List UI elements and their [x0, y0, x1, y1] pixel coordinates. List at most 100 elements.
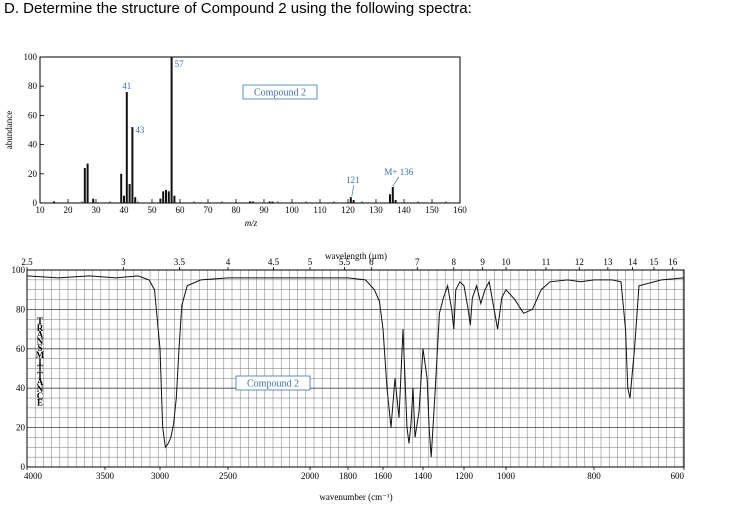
ms-plot-frame [39, 56, 461, 204]
ms-x-tick-label: 50 [148, 205, 158, 215]
ir-top-tick-label: 11 [542, 257, 551, 267]
ir-top-tick-label: 16 [668, 257, 678, 267]
ir-x-tick-label: 1000 [497, 471, 516, 481]
ms-x-tick-label: 140 [397, 205, 411, 215]
ir-x-tick-label: 2000 [301, 471, 320, 481]
ir-y-tick-label: 100 [12, 265, 26, 275]
ms-bar-15 [53, 201, 55, 203]
ms-bar-42 [128, 184, 131, 203]
ir-y-tick-label: 60 [16, 344, 26, 354]
ir-top-tick-label: 5.5 [339, 257, 351, 267]
ms-y-tick-label: 60 [28, 110, 38, 120]
ir-y-axis-title-letter: M [36, 350, 45, 360]
ir-top-tick-label: 2.5 [21, 257, 33, 267]
ms-x-tick-label: 20 [64, 205, 74, 215]
ms-bar-54 [162, 191, 165, 203]
ir-x-tick-label: 800 [587, 471, 601, 481]
ms-bar-53 [159, 198, 162, 203]
ir-y-axis-title-letter: E [37, 398, 43, 408]
ms-y-axis-title: abundance [4, 111, 14, 149]
ms-x-tick-label: 120 [341, 205, 355, 215]
ms-y-tick-label: 100 [24, 52, 38, 62]
ms-bar-85 [249, 201, 251, 203]
ms-x-tick-label: 40 [120, 205, 130, 215]
ir-top-tick-label: 3 [121, 257, 126, 267]
ms-peak-label: 41 [122, 81, 131, 91]
ms-peak-label: 43 [135, 125, 145, 135]
ir-top-tick-label: 4.5 [268, 257, 280, 267]
ir-x-tick-label: 1200 [455, 471, 474, 481]
ir-y-axis-title-letter: R [37, 323, 44, 333]
ms-bar-121 [349, 197, 352, 203]
ir-top-tick-label: 4 [226, 257, 231, 267]
ms-x-tick-label: 10 [36, 205, 46, 215]
ir-y-tick-label: 20 [16, 423, 26, 433]
ms-bar-44 [134, 197, 137, 203]
ms-peak-label: M+ 136 [384, 167, 413, 177]
ir-x-tick-label: 2500 [219, 471, 238, 481]
ms-peak-leader [392, 176, 400, 187]
mass-spectrum: 0 20 40 60 80 100 10 20 30 40 50 60 70 80 90 100 110 120… [4, 52, 467, 228]
ms-y-tick-label: 20 [28, 169, 38, 179]
ir-series-line [26, 275, 685, 458]
ms-bar-26 [83, 167, 86, 203]
ms-bar-56 [167, 191, 170, 203]
ms-x-tick-label: 150 [425, 205, 439, 215]
ir-grid [26, 269, 684, 468]
ir-y-axis-title-letter: N [37, 384, 44, 394]
ms-x-tick-label: 70 [204, 205, 214, 215]
ms-x-tick-label: 60 [176, 205, 186, 215]
ir-y-axis-title-letter: S [37, 343, 42, 353]
ir-top-tick-label: 3.5 [174, 257, 186, 267]
ms-bar-92 [268, 201, 271, 203]
ms-y-axis: 0 20 40 60 80 100 [24, 52, 44, 208]
ir-x-tick-label: 4000 [24, 471, 43, 481]
ir-top-axis: 2.5 3 3.5 4 4.5 5 5.5 6 7 8 9 10 11 12 13 14 15 16 [21, 257, 678, 270]
ir-y-axis-title-letter: A [37, 330, 44, 340]
ir-y-axis-title-letter: T [37, 364, 43, 374]
ms-bar-135 [389, 194, 391, 203]
ir-y-tick-label: 0 [21, 462, 26, 472]
ms-x-tick-label: 100 [285, 205, 299, 215]
ms-bar-137 [394, 200, 397, 203]
ms-x-axis: 10 20 30 40 50 60 70 80 90 100 110 120 130 140 150 160 [36, 199, 467, 215]
ir-x-tick-label: 1800 [339, 471, 358, 481]
ir-x-tick-label: 3500 [96, 471, 115, 481]
ir-y-axis-title-letter: A [37, 377, 44, 387]
ms-compound-box [242, 84, 318, 100]
ir-y-axis-title-letter: N [37, 336, 44, 346]
ms-x-tick-label: 110 [313, 205, 327, 215]
ms-bar-27 [86, 163, 89, 203]
ir-top-tick-label: 9 [480, 257, 485, 267]
ir-x-tick-label: 600 [671, 471, 685, 481]
ir-top-tick-label: 8 [452, 257, 457, 267]
ir-top-tick-label: 5 [308, 257, 313, 267]
ms-bar-86 [251, 201, 254, 203]
ms-bar-39 [120, 173, 123, 203]
ms-annotations: 41 43 57 121 M+ 136 [122, 59, 414, 197]
ir-top-tick-label: 6 [369, 257, 374, 267]
ms-x-tick-label: 160 [453, 205, 467, 215]
ir-top-tick-label: 15 [650, 257, 660, 267]
ir-x-axis-title: wavenumber (cm⁻¹) [319, 492, 392, 502]
ir-top-tick-label: 10 [502, 257, 512, 267]
ms-compound-label: Compound 2 [254, 88, 306, 99]
ms-bars [53, 57, 397, 203]
ir-y-axis-title-letter: I [38, 357, 42, 367]
question-text: D. Determine the structure of Compound 2… [4, 0, 472, 17]
ms-x-tick-label: 30 [92, 205, 102, 215]
ms-bar-93 [271, 201, 274, 203]
ir-y-axis-title-letter: C [37, 391, 44, 401]
ms-y-tick-label: 0 [33, 198, 38, 208]
ir-x-tick-label: 1600 [374, 471, 393, 481]
ir-plot-frame [26, 269, 685, 468]
ir-top-axis-title: wavelength (µm) [325, 251, 387, 261]
ms-x-tick-label: 80 [232, 205, 242, 215]
ir-compound-label: Compound 2 [247, 379, 299, 390]
ir-top-tick-label: 7 [415, 257, 420, 267]
ms-bar-55 [165, 189, 167, 203]
ir-x-axis: 4000 3500 3000 2500 2000 1800 1600 1400 1200 1000… [24, 467, 685, 481]
ms-bar-43 [131, 127, 134, 203]
ms-y-tick-label: 80 [28, 81, 38, 91]
